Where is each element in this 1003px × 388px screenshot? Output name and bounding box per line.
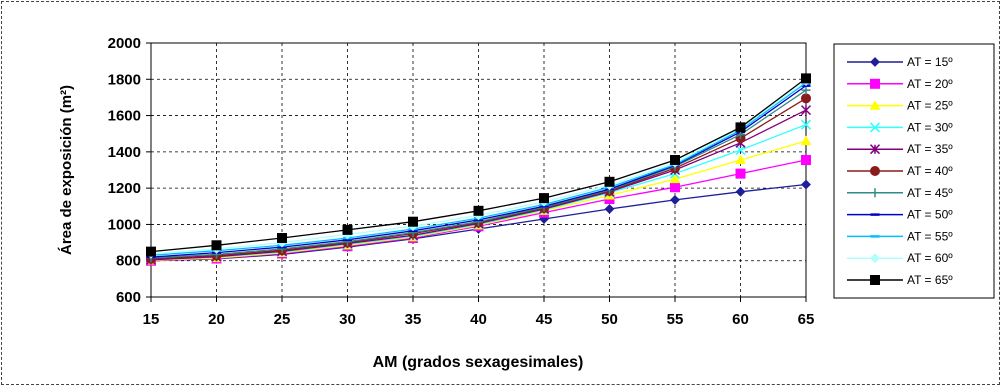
legend-label: AT = 50º (907, 208, 953, 222)
y-axis-ticks: 600 800 1000 1200 1400 1600 1800 2000 (108, 35, 151, 306)
legend-marker (869, 122, 881, 133)
legend: AT = 15º AT = 20º AT = 25º AT = 30º AT = 35º… (847, 55, 953, 287)
legend-label: AT = 35º (907, 142, 953, 156)
x-tick-label: 50 (601, 311, 618, 328)
data-point (277, 233, 287, 244)
legend-item: AT = 35º (847, 142, 953, 156)
legend-item: AT = 45º (847, 186, 953, 200)
y-tick-label: 1600 (108, 108, 141, 125)
x-tick-label: 55 (667, 311, 684, 328)
legend-item: AT = 50º (847, 208, 953, 222)
legend-label: AT = 45º (907, 186, 953, 200)
data-point (801, 85, 811, 95)
legend-label: AT = 25º (907, 99, 953, 113)
legend-item: AT = 65º (847, 273, 953, 287)
x-tick-label: 60 (732, 311, 749, 328)
y-tick-label: 600 (116, 289, 141, 306)
legend-marker (870, 188, 880, 198)
x-axis-ticks: 15 20 25 30 35 40 45 50 55 60 65 (143, 297, 815, 328)
series-11 (146, 73, 811, 257)
data-point (735, 122, 746, 133)
x-tick-label: 30 (339, 311, 356, 328)
data-point (670, 195, 680, 205)
data-point (801, 179, 811, 190)
x-axis-label: AM (grados sexagesimales) (373, 354, 584, 371)
data-point (801, 155, 811, 166)
legend-label: AT = 65º (907, 273, 953, 287)
x-tick-label: 65 (798, 311, 815, 328)
y-tick-label: 1800 (108, 71, 141, 88)
series-group (145, 73, 812, 266)
legend-item: AT = 30º (847, 120, 953, 134)
legend-label: AT = 30º (907, 120, 953, 134)
data-point (146, 246, 156, 257)
legend-item: AT = 25º (847, 99, 953, 113)
x-tick-label: 15 (143, 311, 160, 328)
data-point (735, 168, 746, 179)
data-point (604, 204, 615, 214)
legend-label: AT = 55º (907, 229, 953, 243)
legend-marker (870, 253, 880, 264)
data-point (604, 176, 615, 187)
legend-marker (870, 57, 880, 67)
data-point (408, 216, 418, 227)
legend-marker (869, 144, 881, 155)
y-tick-label: 1000 (108, 216, 141, 233)
legend-label: AT = 15º (907, 55, 953, 69)
data-point (342, 224, 353, 235)
data-point (800, 105, 812, 116)
data-point (539, 193, 549, 204)
legend-label: AT = 60º (907, 251, 953, 265)
x-tick-label: 35 (405, 311, 422, 328)
legend-item: AT = 40º (847, 164, 953, 178)
legend-marker (869, 100, 881, 110)
y-axis-label: Área de exposición (m²) (58, 85, 75, 255)
y-tick-label: 1200 (108, 180, 141, 197)
legend-marker (870, 275, 880, 285)
data-point (473, 205, 484, 216)
legend-item: AT = 20º (847, 77, 953, 91)
x-tick-label: 20 (208, 311, 225, 328)
legend-item: AT = 55º (847, 229, 953, 243)
data-point (800, 119, 812, 130)
y-tick-label: 800 (116, 253, 141, 270)
legend-label: AT = 20º (907, 77, 953, 91)
legend-label: AT = 40º (907, 164, 953, 178)
data-point (801, 73, 811, 84)
data-point (670, 182, 680, 193)
data-point (800, 135, 812, 146)
data-point (669, 173, 681, 184)
data-point (211, 240, 222, 251)
data-point (735, 154, 746, 165)
legend-item: AT = 15º (847, 55, 953, 69)
data-point (735, 186, 746, 197)
x-tick-label: 40 (470, 311, 487, 328)
legend-marker (870, 166, 880, 176)
x-tick-label: 25 (274, 311, 291, 328)
y-tick-label: 1400 (108, 144, 141, 161)
data-point (801, 93, 811, 104)
data-point (735, 144, 746, 156)
legend-marker (870, 78, 880, 89)
data-point (670, 155, 680, 166)
x-tick-label: 45 (536, 311, 553, 328)
y-tick-label: 2000 (108, 35, 141, 52)
legend-item: AT = 60º (847, 251, 953, 265)
